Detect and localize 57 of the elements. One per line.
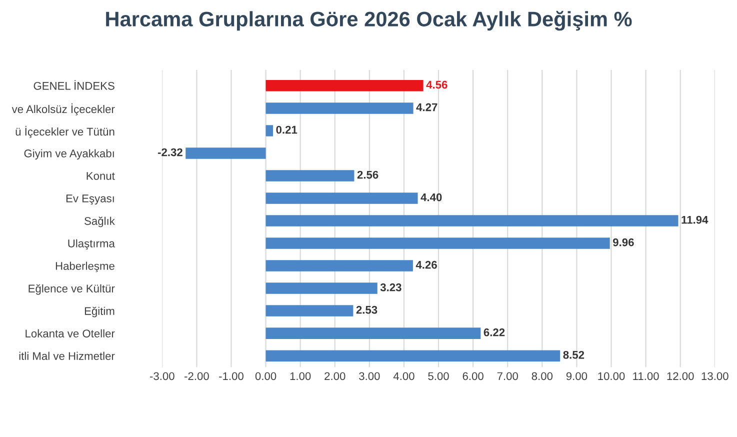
- x-tick-label: -3.00: [150, 372, 174, 380]
- bar: [266, 215, 678, 226]
- data-label: -2.32: [158, 148, 182, 156]
- data-label: 2.53: [356, 306, 378, 314]
- bar: [266, 192, 418, 204]
- y-tick-label: Ulaştırma: [68, 239, 115, 250]
- x-tick-label: 5.00: [428, 372, 449, 380]
- data-label: 6.22: [484, 328, 505, 336]
- y-tick-label: Lokanta ve Oteller: [26, 329, 115, 338]
- data-label: 4.26: [416, 260, 437, 269]
- y-tick-label: Eğlence ve Kültür: [28, 284, 115, 295]
- data-label: 2.56: [357, 170, 378, 179]
- bar: [266, 328, 481, 339]
- y-tick-label: Giyim ve Ayakkabı: [24, 149, 114, 160]
- bar: [266, 102, 414, 114]
- data-label: 4.27: [416, 103, 438, 112]
- data-label: 8.52: [563, 350, 584, 359]
- data-label: 4.56: [426, 80, 448, 89]
- x-tick-label: -2.00: [184, 372, 209, 380]
- bar: [266, 125, 274, 136]
- y-tick-label: Haberleşme: [56, 262, 114, 272]
- x-tick-label: 3.00: [359, 372, 380, 380]
- y-tick-label: ve Alkolsüz İçecekler: [12, 103, 115, 116]
- y-tick-label: Konut: [86, 172, 115, 180]
- x-tick-label: 1.00: [290, 372, 311, 380]
- bar: [266, 238, 610, 249]
- bar: [266, 350, 560, 362]
- y-tick-label: Sağlık: [84, 216, 115, 228]
- bar: [266, 260, 413, 272]
- data-label: 0.21: [276, 126, 298, 134]
- x-tick-label: -1.00: [219, 372, 244, 380]
- y-tick-label: GENEL İNDEKS: [34, 80, 114, 90]
- x-tick-label: 13.00: [702, 372, 728, 380]
- bar: [266, 170, 354, 182]
- y-tick-label: ü İçecekler ve Tütün: [16, 126, 114, 138]
- x-tick-label: 7.00: [497, 372, 518, 380]
- chart-title: Harcama Gruplarına Göre 2026 Ocak Aylık Değişim %: [106, 10, 632, 31]
- y-tick-label: itli Mal ve Hizmetler: [19, 352, 115, 360]
- y-tick-label: Ev Eşyası: [66, 194, 114, 205]
- x-tick-label: 8.00: [532, 372, 553, 380]
- x-tick-label: 4.00: [393, 372, 414, 380]
- data-label: 9.96: [613, 238, 634, 246]
- data-label: 4.40: [420, 193, 442, 202]
- x-tick-label: 2.00: [324, 372, 346, 380]
- x-tick-label: 9.00: [566, 372, 588, 380]
- bar: [266, 305, 354, 316]
- x-tick-label: 12.00: [667, 372, 694, 380]
- bar: [266, 80, 424, 92]
- bar: [186, 148, 266, 159]
- x-tick-label: 0.00: [255, 372, 276, 380]
- data-label: 11.94: [682, 216, 708, 224]
- bar: [266, 282, 378, 294]
- x-tick-label: 10.00: [598, 372, 625, 380]
- y-tick-label: Eğitim: [84, 306, 114, 318]
- data-label: 3.23: [380, 283, 402, 292]
- x-tick-label: 11.00: [633, 372, 659, 380]
- x-tick-label: 6.00: [462, 372, 484, 380]
